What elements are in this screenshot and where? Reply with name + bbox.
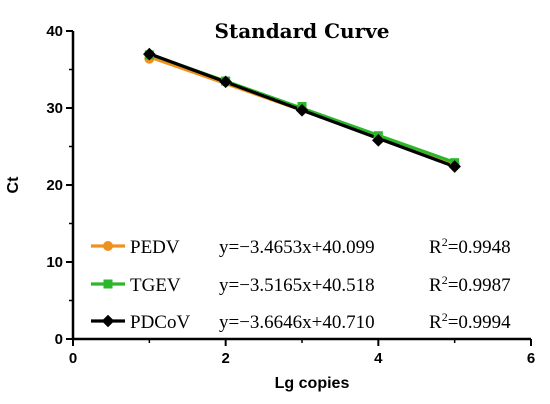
y-tick-label: 20 bbox=[46, 177, 63, 194]
r-squared-letter: R bbox=[429, 312, 442, 333]
legend-r-squared: R2=0.9987 bbox=[429, 273, 511, 296]
x-axis-label: Lg copies bbox=[275, 375, 350, 392]
axes: 0 10 20 30 40 0 2 4 6 bbox=[46, 23, 535, 367]
x-tick-label: 4 bbox=[374, 350, 383, 367]
chart-title: Standard Curve bbox=[215, 19, 390, 43]
legend-r-squared: R2=0.9994 bbox=[429, 310, 511, 333]
y-tick-label: 0 bbox=[55, 331, 63, 348]
r-squared-value: =0.9994 bbox=[448, 312, 511, 333]
r-squared-value: =0.9987 bbox=[448, 275, 511, 296]
y-tick-label: 30 bbox=[46, 100, 63, 117]
x-tick-label: 6 bbox=[527, 350, 535, 367]
legend-marker bbox=[101, 314, 115, 328]
legend-item-pedv: PEDV y=−3.4653x+40.099 R2=0.9948 bbox=[91, 235, 511, 258]
legend-equation: y=−3.6646x+40.710 bbox=[219, 312, 375, 333]
legend-marker bbox=[103, 241, 113, 251]
data-point-pdcov bbox=[295, 104, 309, 117]
r-squared-exponent: 2 bbox=[442, 235, 448, 249]
x-tick-label: 2 bbox=[221, 350, 229, 367]
legend-series-name: TGEV bbox=[130, 275, 181, 296]
r-squared-value: =0.9948 bbox=[448, 237, 511, 258]
legend-series-name: PEDV bbox=[130, 237, 180, 258]
legend-marker bbox=[103, 279, 113, 289]
r-squared-exponent: 2 bbox=[442, 310, 448, 324]
legend-item-pdcov: PDCoV y=−3.6646x+40.710 R2=0.9994 bbox=[91, 310, 511, 333]
y-tick-label: 40 bbox=[46, 23, 63, 40]
r-squared-letter: R bbox=[429, 237, 442, 258]
legend-equation: y=−3.4653x+40.099 bbox=[219, 237, 375, 258]
legend-r-squared: R2=0.9948 bbox=[429, 235, 511, 258]
y-axis-label: Ct bbox=[5, 176, 22, 194]
r-squared-exponent: 2 bbox=[442, 273, 448, 287]
data-points bbox=[143, 47, 461, 173]
r-squared-letter: R bbox=[429, 275, 442, 296]
data-point-pdcov bbox=[219, 75, 232, 89]
legend-series-name: PDCoV bbox=[130, 312, 190, 333]
data-point-pdcov bbox=[372, 134, 385, 147]
data-point-pdcov bbox=[448, 160, 461, 173]
legend-item-tgev: TGEV y=−3.5165x+40.518 R2=0.9987 bbox=[91, 273, 511, 296]
x-tick-label: 0 bbox=[69, 350, 77, 367]
legend-equation: y=−3.5165x+40.518 bbox=[219, 275, 375, 296]
y-tick-label: 10 bbox=[46, 254, 63, 271]
data-point-pdcov bbox=[143, 47, 156, 61]
